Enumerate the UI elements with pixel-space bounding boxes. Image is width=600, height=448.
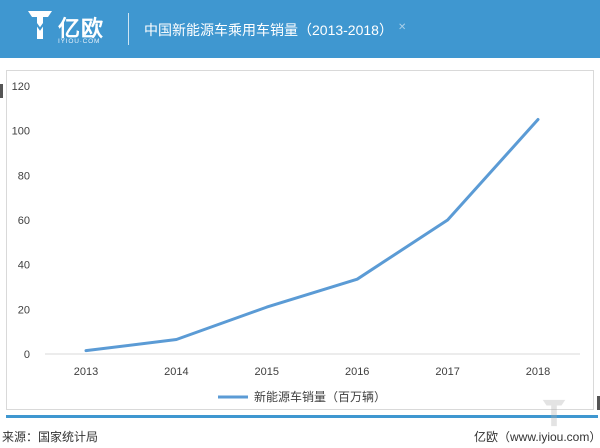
watermark-logo-icon — [542, 399, 566, 427]
brand-subtitle: IYIOU·COM — [58, 38, 101, 45]
x-tick-label: 2016 — [345, 366, 369, 378]
header-banner: 亿欧 IYIOU·COM 中国新能源车乘用车销量（2013-2018） ✕ — [0, 0, 600, 58]
title-mark-icon: ✕ — [398, 22, 407, 33]
y-tick-label: 60 — [18, 215, 30, 227]
frame-marker-right — [597, 396, 600, 410]
y-tick-label: 40 — [18, 260, 30, 272]
site-credit: 亿欧（www.iyiou.com） — [474, 430, 600, 444]
x-tick-label: 2017 — [435, 366, 459, 378]
page-title: 中国新能源车乘用车销量（2013-2018） — [144, 22, 393, 38]
x-tick-label: 2015 — [255, 366, 279, 378]
frame-marker-left — [0, 84, 3, 98]
x-tick-label: 2018 — [526, 366, 550, 378]
source-note: 来源：国家统计局 — [2, 430, 99, 444]
header-divider — [128, 13, 129, 45]
series-line — [84, 118, 540, 353]
y-tick-label: 20 — [18, 304, 30, 316]
legend-label: 新能源车销量（百万辆） — [254, 389, 386, 404]
y-tick-label: 0 — [24, 349, 30, 361]
chart-frame — [6, 70, 594, 410]
y-tick-label: 100 — [12, 126, 30, 138]
y-tick-label: 80 — [18, 170, 30, 182]
brand-name: 亿欧 — [58, 16, 105, 41]
bottom-rule — [6, 415, 598, 418]
x-tick-label: 2014 — [164, 366, 188, 378]
y-tick-label: 120 — [12, 81, 30, 93]
x-tick-label: 2013 — [74, 366, 98, 378]
logo-icon — [28, 11, 52, 39]
